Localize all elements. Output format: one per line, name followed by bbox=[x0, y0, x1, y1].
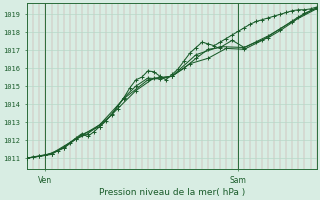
X-axis label: Pression niveau de la mer( hPa ): Pression niveau de la mer( hPa ) bbox=[99, 188, 245, 197]
